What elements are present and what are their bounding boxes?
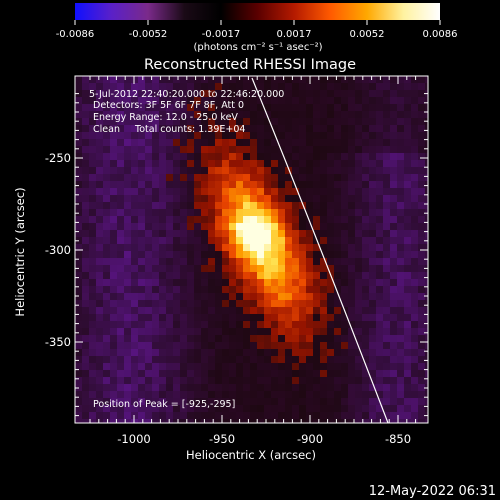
colorbar-tick-label: -0.0017 bbox=[202, 29, 241, 40]
info-time-range: 5-Jul-2012 22:40:20.000 to 22:46:20.000 bbox=[89, 89, 284, 100]
info-clean-counts: Clean Total counts: 1.39E+04 bbox=[93, 124, 245, 135]
colorbar bbox=[75, 3, 440, 20]
rhessi-image bbox=[75, 76, 428, 423]
x-axis-label: Heliocentric X (arcsec) bbox=[186, 448, 316, 462]
x-tick-label: -1000 bbox=[117, 432, 150, 446]
image-pixels bbox=[75, 76, 428, 423]
image-title: Reconstructed RHESSI Image bbox=[144, 57, 356, 73]
x-tick-label: -850 bbox=[385, 432, 411, 446]
info-peak-position: Position of Peak = [-925,-295] bbox=[93, 399, 235, 410]
y-axis-label: Heliocentric Y (arcsec) bbox=[13, 187, 27, 316]
solar-limb-line bbox=[251, 77, 389, 423]
colorbar-tick-label: 0.0052 bbox=[350, 29, 385, 40]
axis-ticks bbox=[75, 76, 428, 423]
colorbar-tick-label: -0.0052 bbox=[129, 29, 168, 40]
colorbar-unit-label: (photons cm⁻² s⁻¹ asec⁻²) bbox=[193, 42, 322, 53]
timestamp: 12-May-2022 06:31 bbox=[369, 484, 496, 499]
info-detectors: Detectors: 3F 5F 6F 7F 8F, Att 0 bbox=[93, 100, 244, 111]
y-tick-label: -300 bbox=[45, 243, 71, 257]
colorbar-tick-label: 0.0086 bbox=[423, 29, 458, 40]
colorbar-ticks: -0.0086 -0.0052 -0.0017 0.0017 0.0052 0.0086 bbox=[56, 20, 458, 40]
colorbar-tick-label: 0.0017 bbox=[277, 29, 312, 40]
info-energy-range: Energy Range: 12.0 - 25.0 keV bbox=[93, 112, 238, 123]
x-tick-label: -950 bbox=[209, 432, 235, 446]
colorbar-tick-label: -0.0086 bbox=[56, 29, 95, 40]
y-tick-label: -350 bbox=[45, 335, 71, 349]
y-tick-label: -250 bbox=[45, 151, 71, 165]
x-tick-label: -900 bbox=[297, 432, 323, 446]
